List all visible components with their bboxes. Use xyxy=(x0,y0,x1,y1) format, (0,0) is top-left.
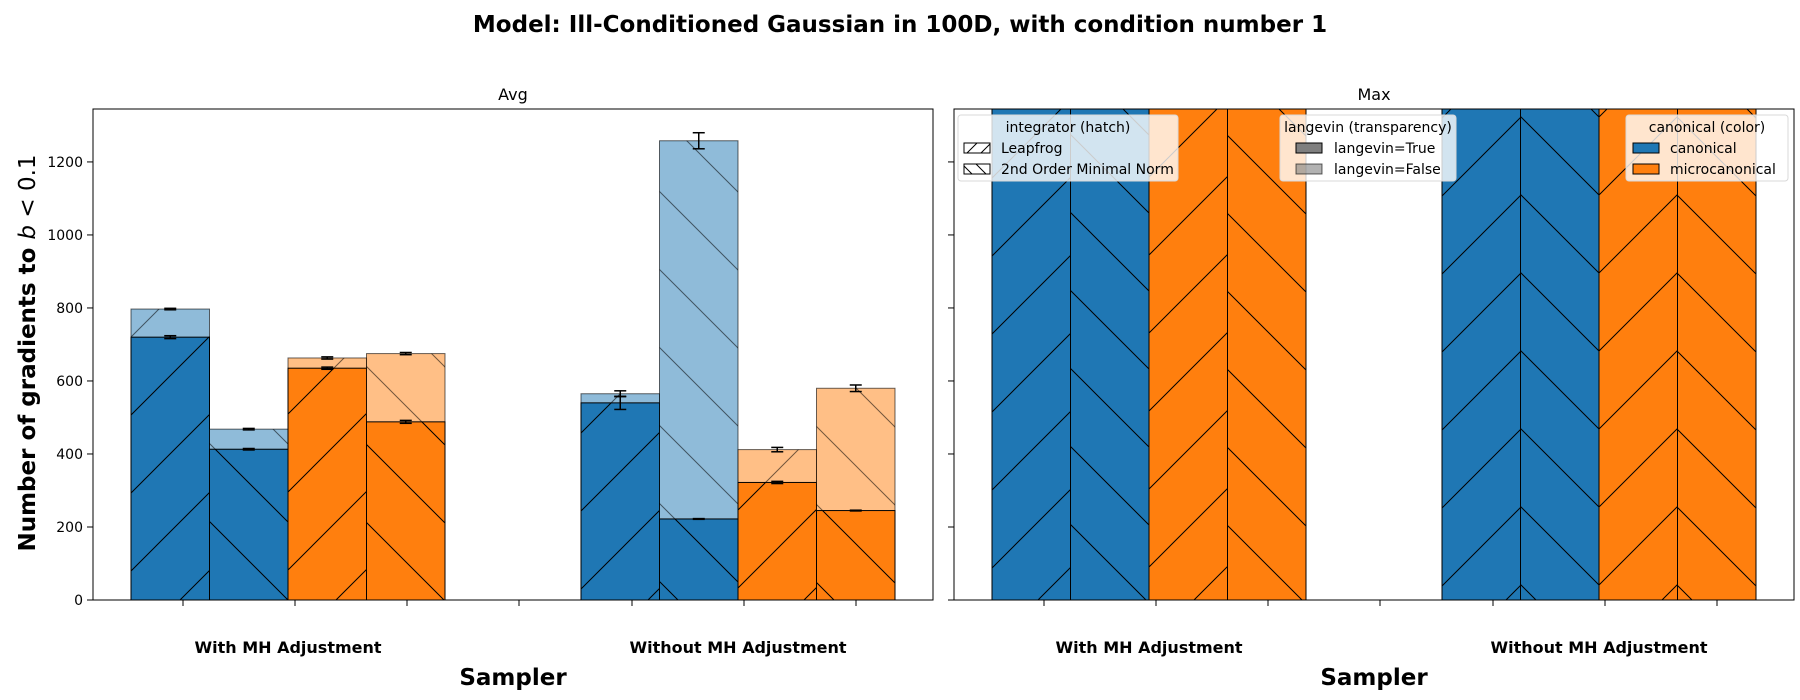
legend-langevin-title: langevin (transparency) xyxy=(1284,120,1452,136)
axes-frame xyxy=(92,108,934,601)
errorbar-microcanonical-leapfrog-langevin-false xyxy=(771,446,784,453)
y-tick-label: 200 xyxy=(56,520,83,536)
legend-canonical: canonical (color) canonical microcanonic… xyxy=(1625,114,1789,182)
errorbar-canonical-minimal-norm-langevin-true xyxy=(692,517,705,521)
legend-langevin: langevin (transparency) langevin=True la… xyxy=(1279,114,1457,182)
panel-max: Max With MH Adjustment Without MH Adjustme… xyxy=(948,85,1795,691)
legend-item-leapfrog: Leapfrog xyxy=(1001,141,1062,157)
legend-canonical-title: canonical (color) xyxy=(1649,120,1766,136)
errorbar-microcanonical-leapfrog-langevin-true xyxy=(321,366,334,371)
bar-canonical-leapfrog-langevin-true xyxy=(580,402,660,600)
bar-canonical-minimal-norm xyxy=(1520,109,1600,600)
errorbar-canonical-leapfrog-langevin-false xyxy=(164,307,177,311)
y-tick-label: 800 xyxy=(56,301,83,317)
legend-swatch-minimal-norm xyxy=(963,163,991,175)
panel-title: Avg xyxy=(498,85,528,104)
errorbar-microcanonical-minimal-norm-langevin-false xyxy=(399,351,412,356)
bar-canonical-minimal-norm-langevin-true xyxy=(209,448,289,600)
legend-item-canonical: canonical xyxy=(1670,141,1737,157)
axes-frame xyxy=(953,108,1795,601)
y-axis-label: Number of gradients to b < 0.1 xyxy=(15,154,41,551)
errorbar-microcanonical-leapfrog-langevin-true xyxy=(771,480,784,485)
legend-integrator-title: integrator (hatch) xyxy=(1006,120,1131,136)
legend-item-microcanonical: microcanonical xyxy=(1670,162,1776,178)
panel-avg: Avg 0 200 400 600 800 1000 1200 With MH Adjustme… xyxy=(47,85,934,691)
bar-canonical-leapfrog xyxy=(1441,109,1521,600)
legend-integrator: integrator (hatch) Leapfrog 2nd Order Mi… xyxy=(957,114,1179,182)
x-group-label: With MH Adjustment xyxy=(1055,638,1242,657)
figure-title: Model: Ill-Conditioned Gaussian in 100D,… xyxy=(473,12,1327,38)
y-tick-label: 1200 xyxy=(47,155,83,171)
plot-area xyxy=(130,131,896,600)
y-tick-label: 400 xyxy=(56,447,83,463)
errorbar-canonical-minimal-norm-langevin-false xyxy=(692,131,705,150)
x-group-label: With MH Adjustment xyxy=(194,638,381,657)
y-tick-label: 1000 xyxy=(47,228,83,244)
errorbar-canonical-minimal-norm-langevin-true xyxy=(242,447,255,451)
errorbar-microcanonical-minimal-norm-langevin-true xyxy=(399,419,412,425)
errorbar-canonical-leapfrog-langevin-true xyxy=(164,334,177,340)
bar-microcanonical-minimal-norm xyxy=(1677,109,1757,600)
bar-canonical-minimal-norm xyxy=(1070,109,1150,600)
legend-swatch-langevin-false xyxy=(1295,163,1323,175)
errorbar-microcanonical-minimal-norm-langevin-false xyxy=(849,384,862,393)
errorbar-microcanonical-minimal-norm-langevin-true xyxy=(849,509,862,512)
plot-area xyxy=(991,109,1757,600)
legend-item-langevin-false: langevin=False xyxy=(1334,162,1441,178)
y-tick-label: 0 xyxy=(74,593,83,609)
legend-swatch-langevin-true xyxy=(1295,142,1323,154)
bar-microcanonical-minimal-norm xyxy=(1227,109,1307,600)
bar-microcanonical-leapfrog xyxy=(1148,109,1228,600)
x-axis-label: Sampler xyxy=(1320,665,1428,691)
legend-item-langevin-true: langevin=True xyxy=(1334,141,1435,157)
bar-canonical-leapfrog-langevin-true xyxy=(130,336,210,600)
errorbar-canonical-minimal-norm-langevin-false xyxy=(242,427,255,431)
x-group-label: Without MH Adjustment xyxy=(629,638,846,657)
bar-microcanonical-minimal-norm-langevin-true xyxy=(816,510,896,600)
x-group-label: Without MH Adjustment xyxy=(1490,638,1707,657)
panel-title: Max xyxy=(1357,85,1390,104)
bar-microcanonical-leapfrog xyxy=(1598,109,1678,600)
legend-swatch-microcanonical xyxy=(1632,163,1660,175)
bar-canonical-leapfrog xyxy=(991,109,1071,600)
bar-microcanonical-minimal-norm-langevin-true xyxy=(366,421,446,600)
y-tick-label: 600 xyxy=(56,374,83,390)
errorbar-canonical-leapfrog-langevin-true xyxy=(614,395,627,411)
legend-item-minimal-norm: 2nd Order Minimal Norm xyxy=(1001,162,1174,178)
legend-swatch-canonical xyxy=(1632,142,1660,154)
bar-microcanonical-leapfrog-langevin-true xyxy=(287,367,367,600)
x-axis-label: Sampler xyxy=(459,665,567,691)
legend-swatch-leapfrog xyxy=(963,142,991,154)
bar-canonical-minimal-norm-langevin-true xyxy=(659,518,739,600)
bar-microcanonical-leapfrog-langevin-true xyxy=(737,481,817,600)
errorbar-microcanonical-leapfrog-langevin-false xyxy=(321,356,334,360)
